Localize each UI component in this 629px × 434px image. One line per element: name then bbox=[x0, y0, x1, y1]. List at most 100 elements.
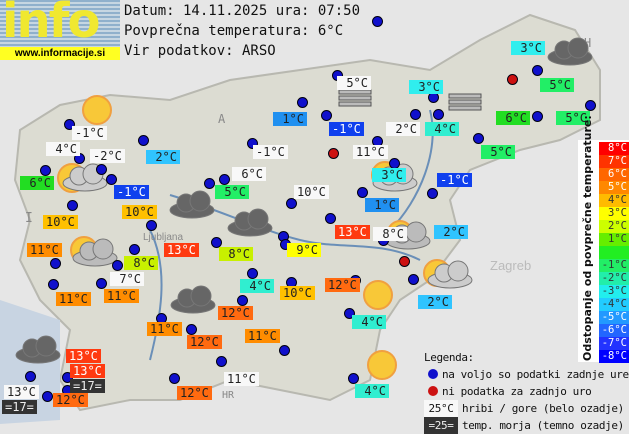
austria-label: A bbox=[218, 112, 226, 126]
hungary-label: H bbox=[584, 36, 591, 50]
station-marker[interactable] bbox=[433, 109, 444, 120]
station-temperature-label: -1°C bbox=[437, 173, 472, 187]
station-marker[interactable] bbox=[129, 244, 140, 255]
station-temperature-label: 4°C bbox=[425, 122, 459, 136]
station-temperature-label: 5°C bbox=[215, 185, 249, 199]
ljubljana-label: Ljubljana bbox=[143, 232, 183, 243]
station-marker[interactable] bbox=[106, 174, 117, 185]
station-missing-marker[interactable] bbox=[507, 74, 518, 85]
station-marker[interactable] bbox=[408, 274, 419, 285]
scale-step: -3°C bbox=[599, 285, 629, 298]
partly-cloudy-icon bbox=[70, 236, 118, 267]
station-marker[interactable] bbox=[219, 174, 230, 185]
station-marker[interactable] bbox=[348, 373, 359, 384]
station-temperature-label: 1°C bbox=[365, 198, 399, 212]
station-temperature-label: 8°C bbox=[373, 227, 407, 241]
station-temperature-label: 4°C bbox=[355, 384, 389, 398]
station-marker[interactable] bbox=[112, 260, 123, 271]
station-marker[interactable] bbox=[357, 187, 368, 198]
zagreb-label: Zagreb bbox=[490, 258, 531, 273]
station-temperature-label: 13°C bbox=[4, 385, 39, 399]
station-marker[interactable] bbox=[138, 135, 149, 146]
station-marker[interactable] bbox=[532, 111, 543, 122]
station-temperature-label: 13°C bbox=[164, 243, 199, 257]
station-temperature-label: 3°C bbox=[511, 41, 545, 55]
station-marker[interactable] bbox=[410, 109, 421, 120]
station-marker[interactable] bbox=[585, 100, 596, 111]
station-temperature-label: 12°C bbox=[177, 386, 212, 400]
station-marker[interactable] bbox=[48, 279, 59, 290]
station-marker[interactable] bbox=[64, 119, 75, 130]
station-marker[interactable] bbox=[186, 324, 197, 335]
station-temperature-label: 7°C bbox=[110, 272, 144, 286]
station-missing-marker[interactable] bbox=[399, 256, 410, 267]
station-marker[interactable] bbox=[247, 268, 258, 279]
station-temperature-label: 6°C bbox=[232, 167, 266, 181]
legend: Legenda: na voljo so podatki zadnje ure … bbox=[424, 349, 629, 434]
station-marker[interactable] bbox=[344, 308, 355, 319]
station-marker[interactable] bbox=[40, 165, 51, 176]
mountain-sample: 25°C bbox=[424, 400, 458, 417]
station-marker[interactable] bbox=[286, 198, 297, 209]
station-temperature-label: -1°C bbox=[329, 122, 364, 136]
station-marker[interactable] bbox=[204, 178, 215, 189]
station-marker[interactable] bbox=[247, 138, 258, 149]
fog-icon bbox=[448, 93, 482, 111]
station-temperature-label: 10°C bbox=[280, 286, 315, 300]
croatia-label: HR bbox=[222, 390, 235, 401]
station-temperature-label: 11°C bbox=[27, 243, 62, 257]
station-marker[interactable] bbox=[96, 164, 107, 175]
station-marker[interactable] bbox=[42, 391, 53, 402]
scale-step: 4°C bbox=[599, 194, 629, 207]
station-marker[interactable] bbox=[146, 220, 157, 231]
station-temperature-label: 10°C bbox=[43, 215, 78, 229]
station-marker[interactable] bbox=[211, 237, 222, 248]
station-marker[interactable] bbox=[96, 278, 107, 289]
scale-step: -7°C bbox=[599, 337, 629, 350]
station-marker[interactable] bbox=[297, 97, 308, 108]
station-temperature-label: 13°C bbox=[66, 349, 101, 363]
station-marker[interactable] bbox=[67, 200, 78, 211]
legend-missing: ni podatka za zadnjo uro bbox=[442, 385, 592, 398]
station-marker[interactable] bbox=[169, 373, 180, 384]
sea-temperature-label: =17= bbox=[70, 379, 105, 393]
station-temperature-label: 10°C bbox=[122, 205, 157, 219]
logo[interactable]: info www.informacije.si bbox=[0, 0, 120, 60]
station-temperature-label: 6°C bbox=[496, 111, 530, 125]
station-marker[interactable] bbox=[237, 295, 248, 306]
scale-step: 8°C bbox=[599, 142, 629, 155]
station-marker[interactable] bbox=[25, 371, 36, 382]
station-temperature-label: 11°C bbox=[147, 322, 182, 336]
station-temperature-label: 3°C bbox=[372, 168, 406, 182]
station-marker[interactable] bbox=[372, 16, 383, 27]
cloud-icon bbox=[227, 208, 273, 237]
scale-step: -4°C bbox=[599, 298, 629, 311]
station-temperature-label: 4°C bbox=[352, 315, 386, 329]
scale-step: 2°C bbox=[599, 220, 629, 233]
station-marker[interactable] bbox=[50, 258, 61, 269]
sea-sample: =25= bbox=[424, 417, 458, 434]
scale-step: -8°C bbox=[599, 350, 629, 363]
station-marker[interactable] bbox=[279, 345, 290, 356]
legend-sea: temp. morja (temno ozadje) bbox=[462, 419, 624, 432]
station-missing-marker[interactable] bbox=[328, 148, 339, 159]
sun-icon bbox=[82, 95, 112, 125]
station-marker[interactable] bbox=[325, 213, 336, 224]
station-marker[interactable] bbox=[321, 110, 332, 121]
logo-url[interactable]: www.informacije.si bbox=[0, 47, 120, 60]
legend-title: Legenda: bbox=[424, 351, 474, 364]
station-temperature-label: -1°C bbox=[72, 126, 107, 140]
station-marker[interactable] bbox=[427, 188, 438, 199]
station-marker[interactable] bbox=[473, 133, 484, 144]
logo-text: info bbox=[2, 0, 100, 49]
average-temperature: Povprečna temperatura: 6°C bbox=[124, 23, 344, 39]
station-marker[interactable] bbox=[216, 356, 227, 367]
station-temperature-label: 2°C bbox=[386, 122, 420, 136]
station-marker[interactable] bbox=[532, 65, 543, 76]
cloud-icon bbox=[15, 335, 61, 364]
station-temperature-label: 12°C bbox=[218, 306, 253, 320]
date-line: Datum: 14.11.2025 ura: 07:50 bbox=[124, 3, 361, 19]
station-missing-icon bbox=[428, 386, 438, 396]
legend-ok: na voljo so podatki zadnje ure bbox=[442, 368, 629, 381]
station-temperature-label: 8°C bbox=[219, 247, 253, 261]
